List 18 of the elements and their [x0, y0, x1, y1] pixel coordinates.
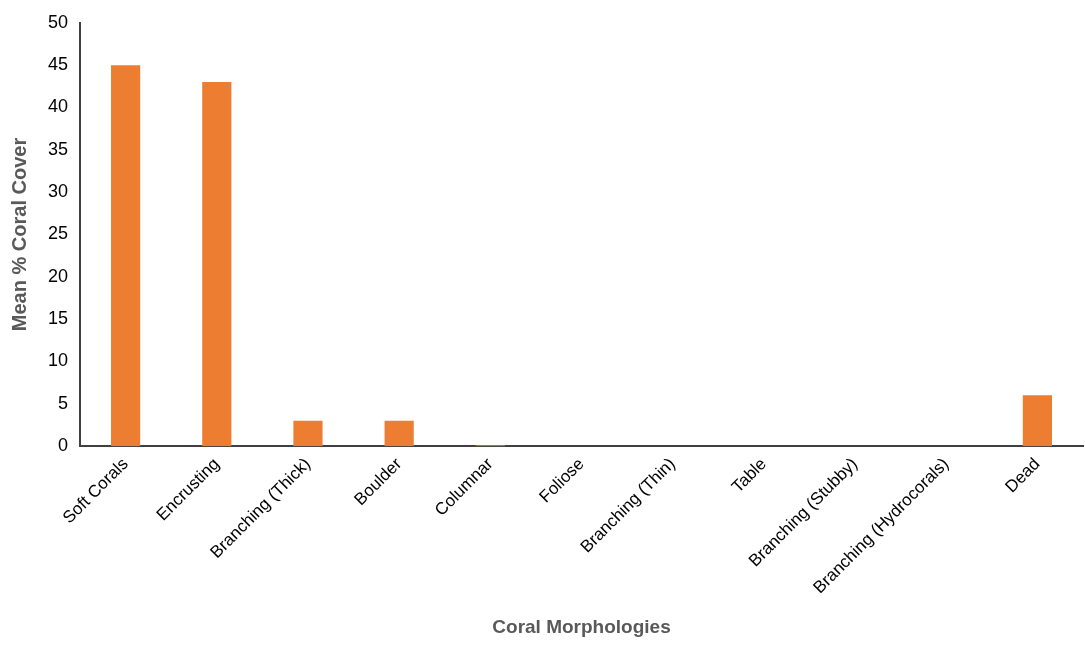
bar: [1022, 395, 1052, 447]
y-tick-label: 45: [47, 54, 69, 75]
y-tick-label: 0: [58, 435, 69, 456]
y-tick-label: 5: [58, 392, 69, 413]
y-tick-label: 40: [47, 96, 69, 117]
y-axis-title: Mean % Coral Cover: [7, 137, 30, 332]
y-tick-label: 10: [47, 350, 69, 371]
y-tick-label: 50: [47, 11, 69, 32]
bar: [111, 65, 141, 447]
y-tick-label: 30: [47, 181, 69, 202]
y-tick-label: 25: [47, 223, 69, 244]
bar: [384, 420, 414, 447]
y-tick-label: 20: [47, 265, 69, 286]
bar: [293, 420, 323, 447]
y-tick-label: 35: [47, 138, 69, 159]
y-tick-label: 15: [47, 308, 69, 329]
x-axis-title: Coral Morphologies: [492, 615, 671, 637]
bar: [202, 82, 232, 447]
